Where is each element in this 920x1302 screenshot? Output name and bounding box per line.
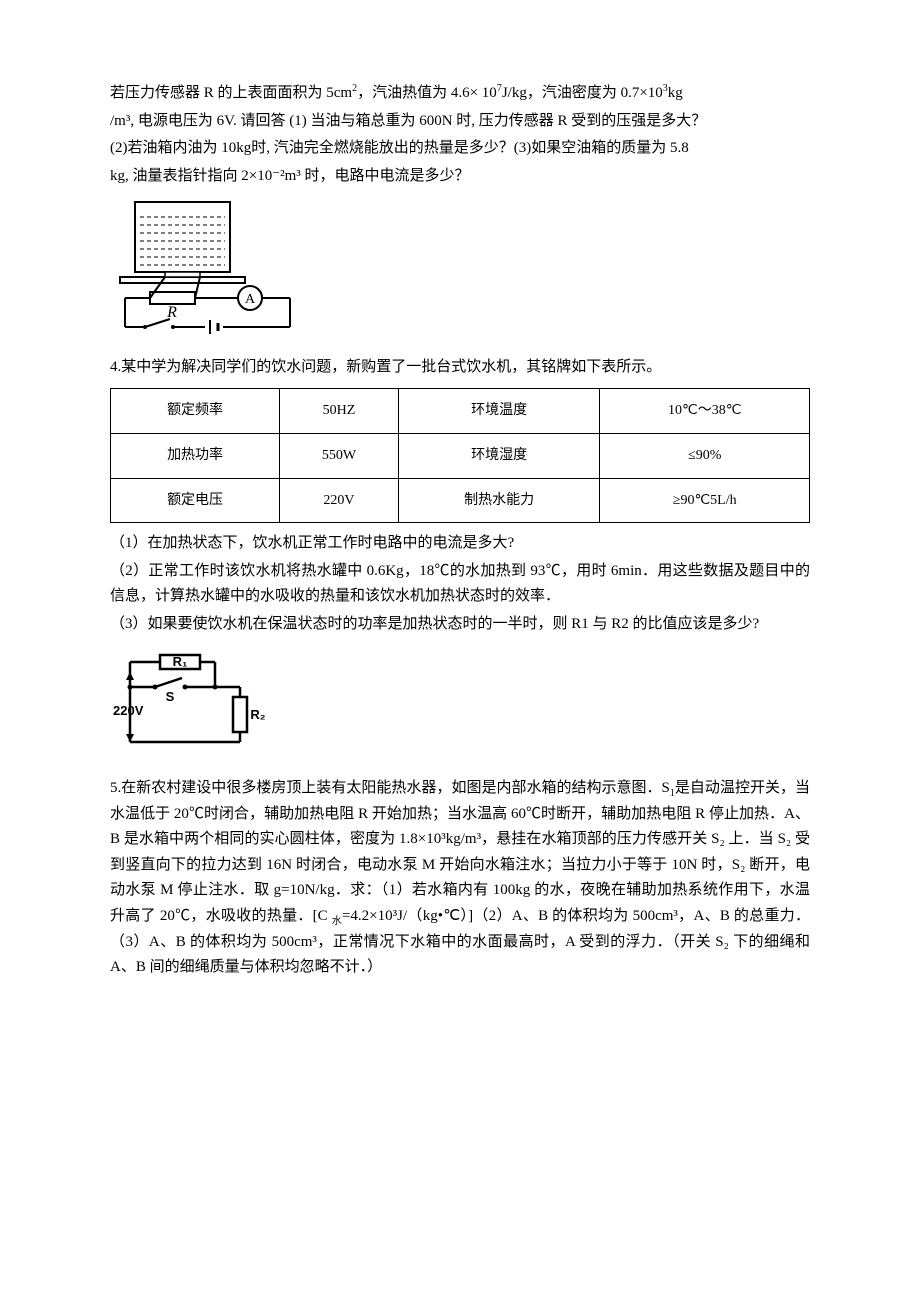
q3-context-line1: 若压力传感器 R 的上表面面积为 5cm2，汽油热值为 4.6× 107J/kg… bbox=[110, 80, 810, 107]
ammeter-label: A bbox=[245, 292, 256, 307]
text: kg bbox=[668, 85, 683, 101]
cell: 550W bbox=[280, 433, 399, 478]
cell: ≤90% bbox=[600, 433, 810, 478]
q3-context-line4: kg, 油量表指针指向 2×10⁻²m³ 时，电路中电流是多少？ bbox=[110, 164, 810, 190]
table-row: 额定频率 50HZ 环境温度 10℃～38℃ bbox=[111, 389, 810, 434]
table-row: 额定电压 220V 制热水能力 ≥90℃5L/h bbox=[111, 478, 810, 523]
text: 若压力传感器 R 的上表面面积为 5cm bbox=[110, 85, 352, 101]
circuit-diagram-1: R A bbox=[110, 197, 810, 347]
q4-sub2: （2）正常工作时该饮水机将热水罐中 0.6Kg，18℃的水加热到 93℃，用时 … bbox=[110, 559, 810, 610]
q4-sub3: （3）如果要使饮水机在保温状态时的功率是加热状态时的一半时，则 R1 与 R2 … bbox=[110, 612, 810, 638]
q3-context-line3: (2)若油箱内油为 10kg时, 汽油完全燃烧能放出的热量是多少？(3)如果空油… bbox=[110, 136, 810, 162]
cell: 额定电压 bbox=[111, 478, 280, 523]
cell: 50HZ bbox=[280, 389, 399, 434]
cell: 环境温度 bbox=[398, 389, 600, 434]
q4-nameplate-table: 额定频率 50HZ 环境温度 10℃～38℃ 加热功率 550W 环境湿度 ≤9… bbox=[110, 388, 810, 523]
text: ，汽油热值为 4.6× 10 bbox=[357, 85, 497, 101]
text: J/kg，汽油密度为 0.7×10 bbox=[502, 85, 663, 101]
switch-label: S bbox=[166, 689, 175, 704]
sub: 水 bbox=[332, 916, 342, 927]
q4-intro: 4.某中学为解决同学们的饮水问题，新购置了一批台式饮水机，其铭牌如下表所示。 bbox=[110, 355, 810, 381]
resistor-label: R bbox=[166, 304, 177, 321]
voltage-label: 220V bbox=[113, 703, 144, 718]
text: 是自动温控开关，当水温低于 20℃时闭合，辅助加热电阻 R 开始加热；当水温高 … bbox=[110, 780, 810, 924]
circuit-diagram-2: R₁ S R₂ 220V bbox=[110, 647, 810, 766]
r2-label: R₂ bbox=[250, 707, 265, 722]
r1-label: R₁ bbox=[173, 654, 188, 669]
text: 5.在新农村建设中很多楼房顶上装有太阳能热水器，如图是内部水箱的结构示意图．S bbox=[110, 780, 670, 796]
cell: ≥90℃5L/h bbox=[600, 478, 810, 523]
q4-sub1: （1）在加热状态下，饮水机正常工作时电路中的电流是多大? bbox=[110, 531, 810, 557]
q3-context-line2: /m³, 电源电压为 6V. 请回答 (1) 当油与箱总重为 600N 时, 压… bbox=[110, 109, 810, 135]
cell: 220V bbox=[280, 478, 399, 523]
cell: 加热功率 bbox=[111, 433, 280, 478]
q5-text: 5.在新农村建设中很多楼房顶上装有太阳能热水器，如图是内部水箱的结构示意图．S1… bbox=[110, 776, 810, 981]
cell: 10℃～38℃ bbox=[600, 389, 810, 434]
table-row: 加热功率 550W 环境湿度 ≤90% bbox=[111, 433, 810, 478]
cell: 环境湿度 bbox=[398, 433, 600, 478]
cell: 额定频率 bbox=[111, 389, 280, 434]
cell: 制热水能力 bbox=[398, 478, 600, 523]
